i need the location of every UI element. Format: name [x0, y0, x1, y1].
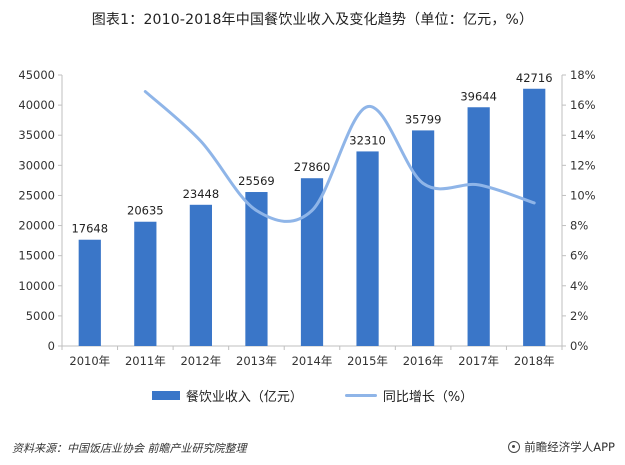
legend-label-growth: 同比增长（%）: [382, 390, 474, 405]
y-right-tick-label: 12%: [570, 158, 596, 172]
revenue-data-label: 20635: [127, 204, 164, 218]
y-left-tick-label: 40000: [18, 98, 55, 112]
y-right-tick-label: 14%: [570, 128, 596, 142]
y-right-tick-label: 18%: [570, 68, 596, 82]
y-right-tick-label: 0%: [570, 339, 588, 353]
revenue-data-label: 23448: [183, 187, 220, 201]
revenue-bar: [356, 151, 379, 346]
revenue-bar: [467, 107, 490, 346]
x-tick-label: 2016年: [403, 354, 444, 368]
revenue-data-label: 35799: [405, 112, 442, 126]
brand-logo-icon: [508, 441, 521, 453]
y-right-tick-label: 10%: [570, 188, 596, 202]
x-tick-label: 2017年: [458, 354, 499, 368]
legend-item-growth: 同比增长（%）: [344, 386, 474, 405]
legend-bar-swatch: [151, 391, 180, 400]
revenue-bar: [300, 178, 324, 346]
legend-line-swatch: [344, 394, 377, 397]
revenue-bar: [134, 221, 157, 346]
chart-title: 图表1：2010-2018年中国餐饮业收入及变化趋势（单位：亿元，%）: [91, 12, 534, 28]
y-left-tick-label: 0: [48, 339, 55, 353]
source-note: 资料来源：中国饭店业协会 前瞻产业研究院整理: [12, 442, 247, 455]
brand-name: 前瞻经济学人APP: [524, 440, 615, 454]
x-tick-label: 2018年: [514, 354, 555, 368]
revenue-data-label: 39644: [460, 89, 497, 103]
y-left-tick-label: 5000: [26, 309, 55, 323]
y-left-tick-label: 10000: [18, 279, 55, 293]
legend-item-revenue: 餐饮业收入（亿元）: [151, 386, 303, 405]
revenue-bar: [189, 204, 212, 346]
x-tick-label: 2013年: [236, 354, 277, 368]
revenue-data-label: 25569: [238, 174, 275, 188]
revenue-data-label: 17648: [71, 222, 108, 236]
brand-credit: 前瞻经济学人APP: [508, 439, 615, 455]
revenue-data-label: 27860: [294, 160, 331, 174]
legend: 餐饮业收入（亿元） 同比增长（%）: [0, 386, 625, 405]
y-left-tick-label: 35000: [18, 128, 55, 142]
y-right-tick-label: 8%: [570, 219, 588, 233]
x-tick-label: 2015年: [347, 354, 388, 368]
x-tick-label: 2011年: [125, 354, 166, 368]
y-left-tick-label: 25000: [18, 188, 55, 202]
y-right-tick-label: 4%: [570, 279, 588, 293]
revenue-bar: [78, 239, 101, 346]
y-right-tick-label: 6%: [570, 249, 588, 263]
legend-label-revenue: 餐饮业收入（亿元）: [185, 390, 303, 405]
x-tick-label: 2014年: [292, 354, 333, 368]
x-tick-label: 2012年: [180, 354, 221, 368]
revenue-bar: [523, 88, 546, 346]
y-left-tick-label: 30000: [18, 158, 55, 172]
revenue-bar: [412, 130, 435, 346]
y-left-tick-label: 15000: [18, 249, 55, 263]
revenue-data-label: 42716: [516, 71, 553, 85]
y-right-tick-label: 16%: [570, 98, 596, 112]
y-left-tick-label: 45000: [18, 68, 55, 82]
revenue-data-label: 32310: [349, 133, 386, 147]
revenue-bar: [245, 192, 268, 346]
y-left-tick-label: 20000: [18, 219, 55, 233]
growth-line: [143, 90, 536, 223]
y-right-tick-label: 2%: [570, 309, 588, 323]
x-tick-label: 2010年: [69, 354, 110, 368]
